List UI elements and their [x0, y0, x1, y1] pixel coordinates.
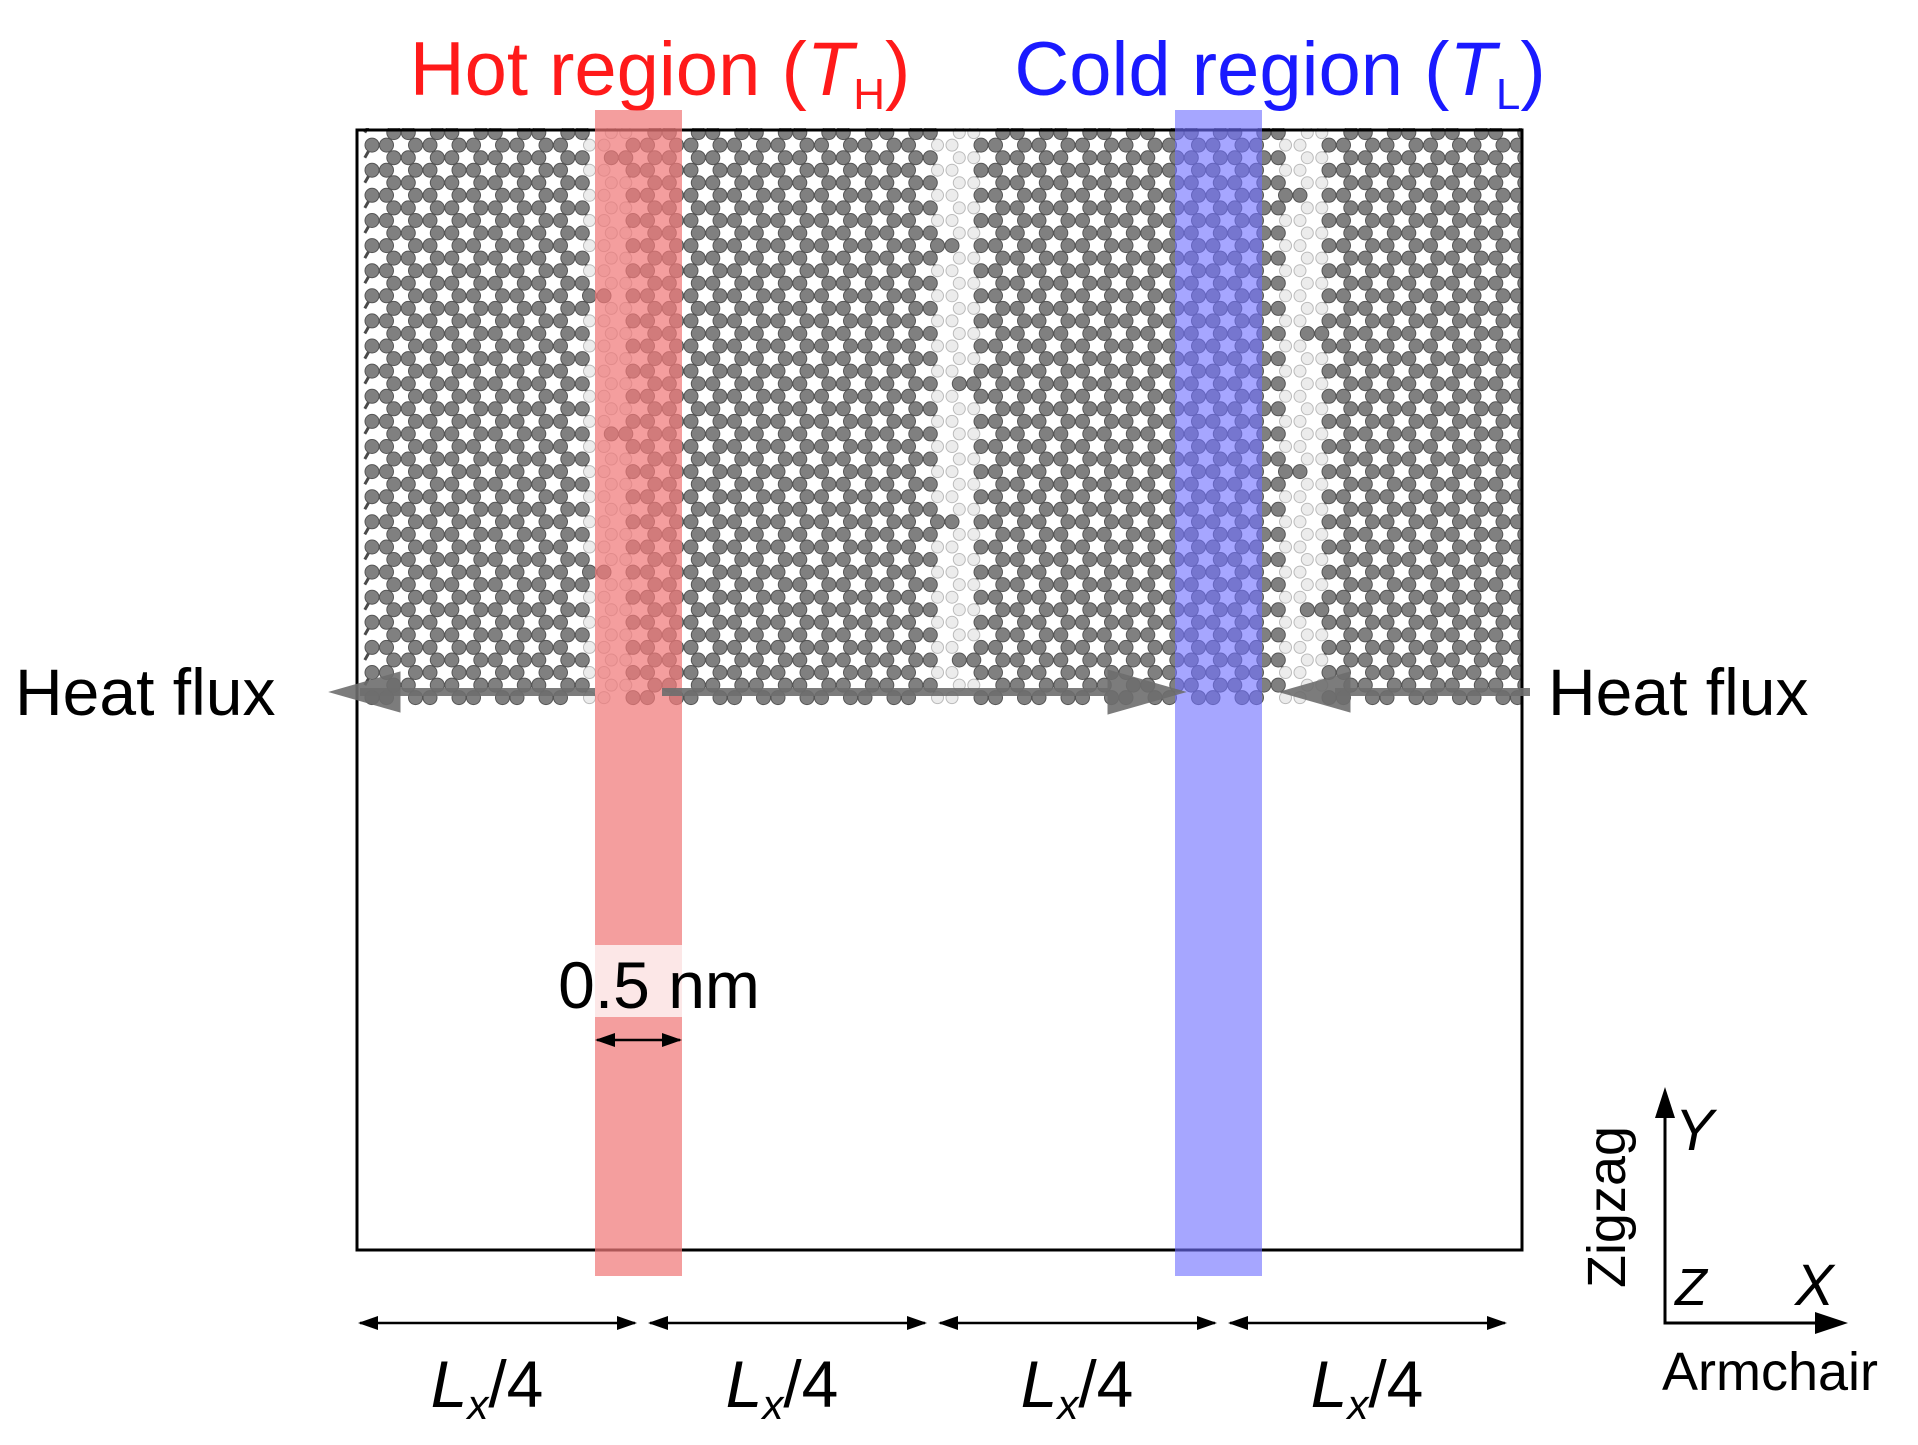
x-axis-arrowhead — [1815, 1312, 1848, 1334]
heat-flux-left-label: Heat flux — [15, 655, 275, 729]
y-direction-label: Zigzag — [1577, 1126, 1637, 1288]
heat-flux-middle-arrowhead — [1107, 669, 1187, 715]
y-axis-label: Y — [1675, 1098, 1718, 1163]
heat-flux-arrows — [328, 669, 1530, 715]
x-direction-label: Armchair — [1662, 1342, 1878, 1402]
segment-2-label: Lx/4 — [726, 1347, 839, 1428]
heat-flux-right-arrowhead — [1278, 671, 1351, 713]
cold-region-title: Cold region (TL) — [1014, 27, 1545, 119]
y-axis-arrowhead — [1655, 1087, 1675, 1118]
width-label-backdrop — [548, 945, 770, 1017]
coordinate-axes: Y Z X Zigzag Armchair — [1577, 1087, 1878, 1402]
hot-region-title: Hot region (TH) — [410, 27, 911, 119]
width-label: 0.5 nm — [558, 948, 760, 1022]
segment-4-label: Lx/4 — [1311, 1347, 1424, 1428]
axes-lines — [1663, 1100, 1830, 1325]
cold-region-band — [1175, 110, 1262, 1276]
segment-1-label: Lx/4 — [431, 1347, 544, 1428]
segment-3-label: Lx/4 — [1021, 1347, 1134, 1428]
heat-flux-left-arrowhead — [328, 671, 401, 713]
heat-flux-right-label: Heat flux — [1548, 655, 1808, 729]
z-axis-label: Z — [1673, 1259, 1709, 1317]
x-axis-label: X — [1793, 1253, 1836, 1318]
